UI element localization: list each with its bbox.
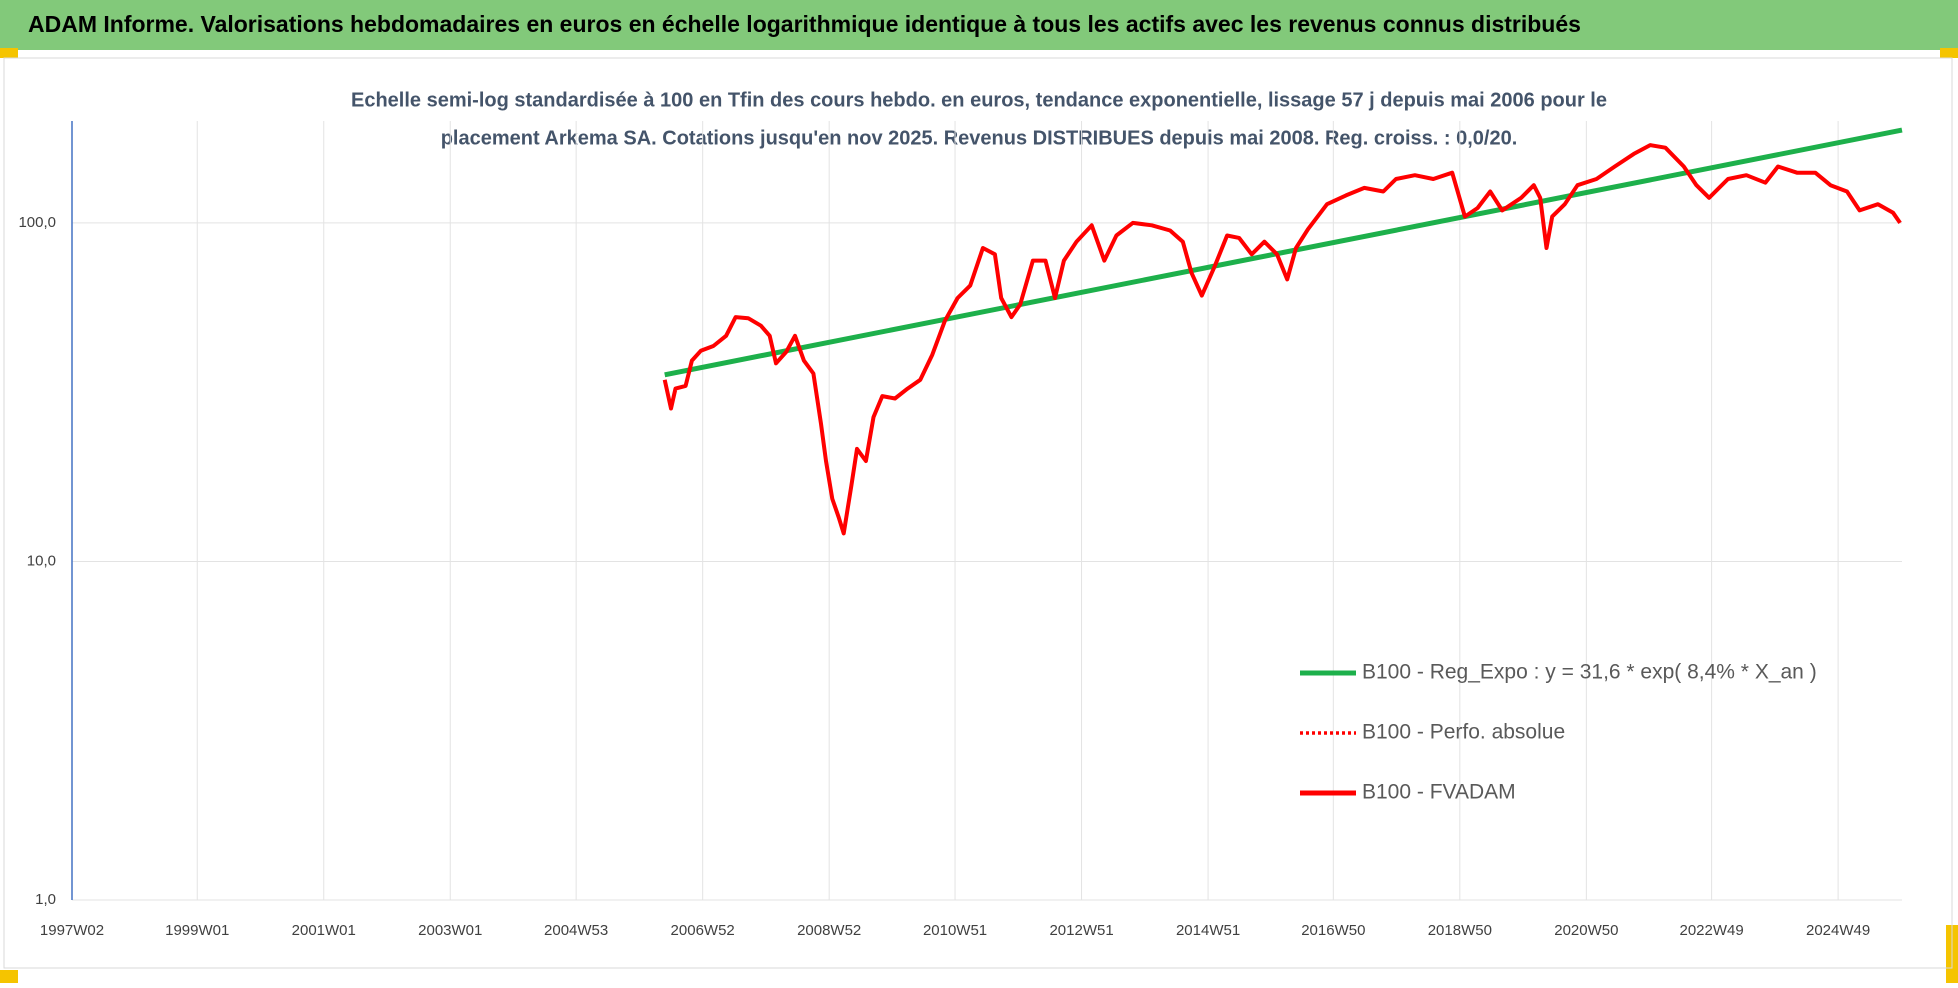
corner <box>0 970 18 983</box>
x-tick-label: 2001W01 <box>292 922 356 939</box>
series-line <box>664 127 1903 378</box>
x-tick-label: 2014W51 <box>1176 922 1240 939</box>
legend-label: B100 - Perfo. absolue <box>1362 721 1565 744</box>
chart-subtitle: Echelle semi-log standardisée à 100 en T… <box>351 89 1607 111</box>
legend-label: B100 - Reg_Expo : y = 31,6 * exp( 8,4% *… <box>1362 661 1817 684</box>
series-line <box>662 143 1902 536</box>
y-tick-label: 1,0 <box>35 891 56 908</box>
x-tick-label: 2016W50 <box>1301 922 1365 939</box>
x-tick-label: 2010W51 <box>923 922 987 939</box>
y-tick-label: 10,0 <box>27 552 56 569</box>
y-tick-label: 100,0 <box>18 214 56 231</box>
chart-subtitle: placement Arkema SA. Cotations jusqu'en … <box>441 127 1518 149</box>
header-bar <box>0 0 1958 50</box>
x-tick-label: 2024W49 <box>1806 922 1870 939</box>
corner <box>0 48 18 58</box>
x-tick-label: 2020W50 <box>1554 922 1618 939</box>
page-title: ADAM Informe. Valorisations hebdomadaire… <box>28 11 1581 37</box>
legend-label: B100 - FVADAM <box>1362 781 1516 804</box>
x-tick-label: 2004W53 <box>544 922 608 939</box>
x-tick-label: 2008W52 <box>797 922 861 939</box>
x-tick-label: 1997W02 <box>40 922 104 939</box>
x-tick-label: 2012W51 <box>1049 922 1113 939</box>
x-tick-label: 2022W49 <box>1679 922 1743 939</box>
x-tick-label: 2006W52 <box>671 922 735 939</box>
corner <box>1940 48 1958 58</box>
chart-frame <box>3 57 1953 969</box>
x-tick-label: 1999W01 <box>165 922 229 939</box>
x-tick-label: 2018W50 <box>1428 922 1492 939</box>
x-tick-label: 2003W01 <box>418 922 482 939</box>
